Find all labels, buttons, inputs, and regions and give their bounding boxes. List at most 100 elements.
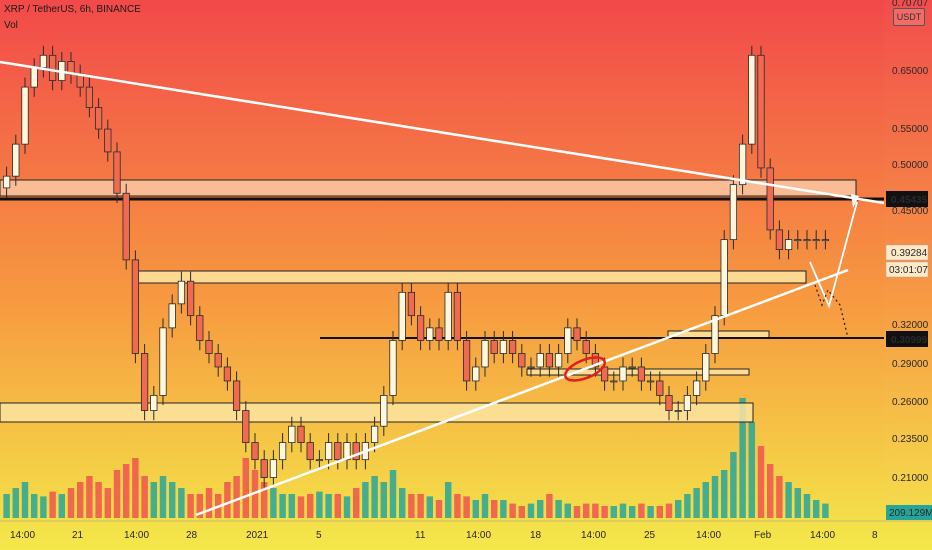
volume-bars (3, 398, 829, 518)
volume-bar (628, 506, 636, 518)
volume-bar (352, 488, 360, 518)
volume-bar (536, 500, 544, 518)
volume-bar (95, 482, 102, 518)
price-label: 0.21000 (892, 473, 929, 484)
volume-bar (205, 488, 213, 518)
candle-body (784, 239, 793, 251)
support-badge-text: 0.30999 (891, 335, 928, 346)
volume-bar (86, 476, 93, 518)
resistance-zone (0, 179, 857, 197)
price-label: 0.23500 (892, 434, 929, 445)
ascending-trendline[interactable] (195, 268, 849, 517)
volume-bar (656, 506, 664, 518)
volume-bar (674, 500, 682, 518)
volume-bar (822, 503, 829, 518)
volume-bar (132, 458, 139, 518)
candle-body (591, 353, 600, 368)
candle-body (628, 366, 636, 369)
candle-body (251, 442, 259, 461)
candle-body (196, 315, 204, 341)
last-price-badge (885, 244, 929, 261)
volume-bar (389, 470, 397, 518)
price-label: 0.55000 (892, 124, 929, 135)
candle-body (683, 395, 692, 411)
volume-bar (21, 482, 29, 518)
candle-body (462, 340, 471, 382)
volume-bar (187, 494, 194, 518)
candle-body (389, 340, 397, 396)
candle-body (646, 380, 655, 383)
candle-body (48, 54, 57, 81)
symbol-title: XRP / TetherUS, 6h, BINANCE (4, 4, 141, 15)
volume-bar (582, 503, 590, 518)
candle-body (794, 239, 802, 242)
volume-bar (693, 488, 700, 518)
volume-bar (757, 446, 765, 518)
volume-bar (233, 476, 240, 518)
volume-bar (288, 494, 296, 518)
candle-body (582, 340, 590, 354)
candle-body (232, 380, 241, 411)
resistance-badge (886, 191, 928, 207)
volume-bar (803, 494, 811, 518)
volume-bar (417, 494, 424, 518)
price-label: 0.50000 (892, 160, 929, 171)
volume-bar (500, 500, 507, 518)
time-label: 25 (644, 530, 656, 541)
candle-body (674, 410, 682, 412)
volume-bar (518, 506, 526, 518)
price-label: 0.45000 (892, 206, 929, 217)
candle-body (370, 425, 379, 443)
candle-body (324, 442, 333, 461)
volume-bar (67, 488, 75, 518)
candle-body (692, 380, 701, 396)
projection-arrows (809, 194, 859, 339)
volume-bar (748, 422, 756, 518)
time-label: 11 (415, 530, 426, 541)
candle-body (518, 353, 526, 368)
candle-body (315, 459, 324, 462)
volume-bar (224, 482, 231, 518)
candle-body (444, 291, 452, 341)
candle-body (637, 366, 646, 382)
volume-bar (426, 496, 434, 518)
volume-bar (647, 506, 654, 518)
volume-bar (481, 494, 489, 518)
candle-body (242, 410, 250, 443)
candle-body (702, 353, 710, 382)
volume-bar (739, 398, 746, 518)
time-label: 18 (530, 530, 542, 541)
bottom-zone (0, 402, 754, 423)
countdown-badge (885, 261, 929, 278)
volume-bar (509, 503, 516, 518)
projection-path (809, 201, 858, 309)
candle-body (435, 327, 443, 341)
volume-bar (380, 482, 388, 518)
candle-body (30, 67, 38, 88)
currency-button[interactable]: USDT (893, 8, 925, 26)
candle-body (214, 353, 222, 368)
descending-trendline[interactable] (0, 60, 885, 205)
volume-bar (40, 496, 47, 518)
volume-bar (435, 500, 443, 518)
volume-bar (30, 494, 38, 518)
candle-body (527, 366, 535, 369)
candle-body (352, 442, 360, 461)
time-label: 21 (72, 530, 84, 541)
candle-body (12, 143, 20, 177)
candle-body (131, 259, 140, 354)
candle-body (94, 107, 103, 130)
candle-body (757, 54, 765, 169)
price-label: 0.29000 (892, 359, 929, 370)
candle-body (738, 143, 747, 186)
candle-body (269, 459, 278, 478)
volume-bar (168, 482, 176, 518)
time-label: 14:00 (10, 530, 35, 541)
breakdown-annotation[interactable] (562, 353, 608, 385)
candle-body (610, 380, 618, 383)
arrow-head-icon (851, 194, 859, 208)
candle-body (380, 395, 388, 427)
price-label: 0.26000 (892, 397, 929, 408)
volume-bar (785, 482, 792, 518)
